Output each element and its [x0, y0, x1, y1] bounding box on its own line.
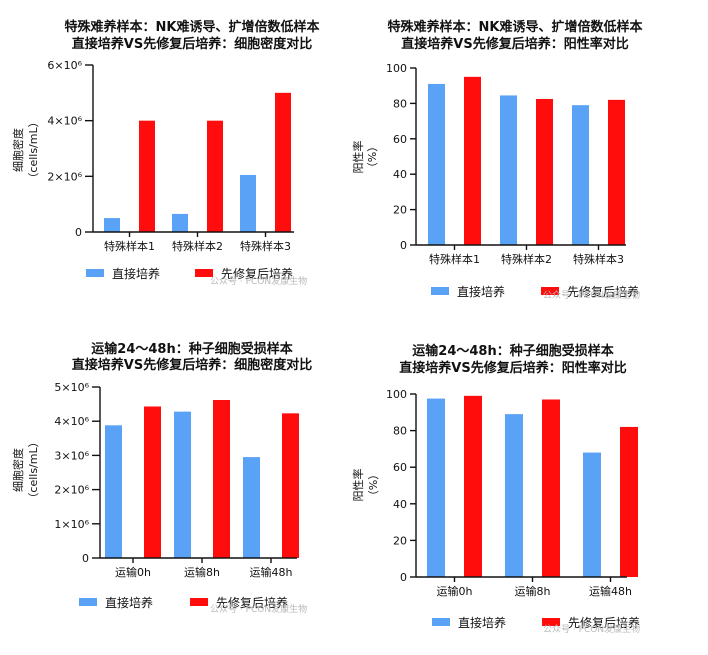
- chart-title-line: 运输24～48h：种子细胞受损样本: [412, 343, 613, 359]
- x-tick-label: 运输0h: [437, 584, 473, 598]
- chart-title-line: 运输24～48h：种子细胞受损样本: [91, 341, 292, 357]
- bar-restored: [620, 426, 638, 577]
- chart-title-line: 特殊难养样本：NK难诱导、扩增倍数低样本: [65, 19, 320, 35]
- legend-swatch-restored: [190, 598, 208, 606]
- x-tick-label: 运输8h: [184, 565, 220, 579]
- y-axis-unit: （cells/mL）: [27, 116, 40, 183]
- x-tick-label: 特殊样本3: [240, 239, 291, 253]
- x-tick-label: 特殊样本1: [104, 239, 155, 253]
- watermark-text: 公众号 · PCON发康生物: [210, 603, 307, 615]
- x-tick-label: 运输48h: [250, 565, 293, 579]
- y-tick-label: 1×10⁶: [54, 518, 89, 531]
- legend-label: 直接培养: [105, 595, 153, 610]
- bar-direct: [174, 411, 191, 558]
- chart-title-line: 直接培养VS先修复后培养：细胞密度对比: [72, 357, 312, 373]
- legend-label: 直接培养: [458, 615, 506, 630]
- x-tick-label: 特殊样本2: [501, 252, 552, 266]
- bar-restored: [464, 76, 481, 245]
- legend-swatch-restored: [195, 269, 213, 277]
- x-tick-label: 特殊样本2: [172, 239, 223, 253]
- y-tick-label: 4×10⁶: [54, 415, 89, 428]
- legend-swatch-direct: [79, 598, 97, 606]
- x-tick-label: 运输0h: [115, 565, 151, 579]
- chart-title-line: 直接培养VS先修复后培养：阳性率对比: [399, 360, 626, 376]
- x-tick-label: 运输48h: [589, 584, 632, 598]
- y-tick-label: 60: [393, 133, 407, 146]
- bar-restored: [282, 413, 299, 558]
- chart-panel-2: 特殊难养样本：NK难诱导、扩增倍数低样本直接培养VS先修复后培养：阳性率对比阳性…: [351, 19, 642, 301]
- bar-direct: [104, 218, 120, 232]
- watermark-text: 公众号 · PCON发康生物: [543, 623, 640, 635]
- legend-label: 直接培养: [457, 284, 505, 299]
- chart-panel-3: 运输24～48h：种子细胞受损样本直接培养VS先修复后培养：细胞密度对比细胞密度…: [11, 341, 312, 615]
- chart-title-line: 直接培养VS先修复后培养：细胞密度对比: [72, 36, 312, 52]
- bar-direct: [572, 105, 589, 245]
- y-tick-label: 2×10⁶: [47, 170, 82, 183]
- bar-direct: [500, 95, 517, 245]
- legend-swatch-restored: [541, 287, 559, 295]
- bar-direct: [243, 457, 260, 558]
- legend-swatch-direct: [432, 618, 450, 626]
- y-axis-label: 细胞密度: [11, 128, 25, 172]
- bar-restored: [207, 120, 223, 232]
- x-tick-label: 特殊样本1: [429, 252, 480, 266]
- y-tick-label: 40: [393, 168, 407, 181]
- bar-direct: [105, 425, 122, 558]
- y-tick-label: 0: [400, 239, 407, 252]
- y-tick-label: 0: [400, 571, 407, 584]
- y-tick-label: 100: [386, 62, 407, 75]
- bar-direct: [240, 174, 256, 232]
- y-tick-label: 80: [393, 97, 407, 110]
- y-tick-label: 5×10⁶: [54, 381, 89, 394]
- bar-restored: [275, 92, 291, 232]
- y-tick-label: 80: [393, 425, 407, 438]
- bar-direct: [427, 398, 445, 577]
- chart-title-line: 特殊难养样本：NK难诱导、扩增倍数低样本: [388, 19, 643, 35]
- y-tick-label: 0: [82, 552, 89, 565]
- y-axis-unit: （%）: [367, 469, 380, 501]
- chart-title-line: 直接培养VS先修复后培养：阳性率对比: [401, 36, 628, 52]
- x-tick-label: 特殊样本3: [573, 252, 624, 266]
- bar-restored: [144, 406, 161, 558]
- y-axis-unit: （cells/mL）: [27, 436, 40, 503]
- y-axis-label: 阳性率: [351, 141, 365, 174]
- y-tick-label: 6×10⁶: [47, 59, 82, 72]
- legend-swatch-restored: [542, 618, 560, 626]
- bar-direct: [583, 452, 601, 577]
- y-tick-label: 60: [393, 461, 407, 474]
- y-tick-label: 0: [75, 226, 82, 239]
- y-tick-label: 2×10⁶: [54, 484, 89, 497]
- bar-restored: [536, 98, 553, 245]
- legend-swatch-direct: [431, 287, 449, 295]
- y-axis-label: 阳性率: [351, 469, 365, 502]
- bar-restored: [213, 399, 230, 558]
- y-tick-label: 100: [386, 388, 407, 401]
- legend-swatch-direct: [86, 269, 104, 277]
- watermark-text: 公众号 · PCON发康生物: [543, 289, 640, 301]
- bar-direct: [172, 213, 188, 232]
- bar-direct: [428, 83, 445, 246]
- y-tick-label: 20: [393, 204, 407, 217]
- bar-restored: [464, 395, 482, 577]
- legend-label: 先修复后培养: [567, 284, 639, 299]
- chart-panel-1: 特殊难养样本：NK难诱导、扩增倍数低样本直接培养VS先修复后培养：细胞密度对比细…: [11, 19, 319, 287]
- legend-label: 直接培养: [112, 266, 160, 281]
- watermark-text: 公众号 · PCON发康生物: [210, 275, 307, 287]
- y-axis-label: 细胞密度: [11, 448, 25, 492]
- x-tick-label: 运输8h: [515, 584, 551, 598]
- bar-restored: [139, 120, 155, 232]
- bar-restored: [542, 399, 560, 577]
- y-tick-label: 20: [393, 534, 407, 547]
- y-tick-label: 40: [393, 498, 407, 511]
- legend-label: 先修复后培养: [221, 266, 293, 281]
- y-axis-unit: （%）: [366, 141, 379, 173]
- bar-direct: [505, 414, 523, 577]
- legend-label: 先修复后培养: [216, 595, 288, 610]
- y-tick-label: 4×10⁶: [47, 115, 82, 128]
- legend-label: 先修复后培养: [568, 615, 640, 630]
- y-tick-label: 3×10⁶: [54, 449, 89, 462]
- bar-restored: [608, 99, 625, 245]
